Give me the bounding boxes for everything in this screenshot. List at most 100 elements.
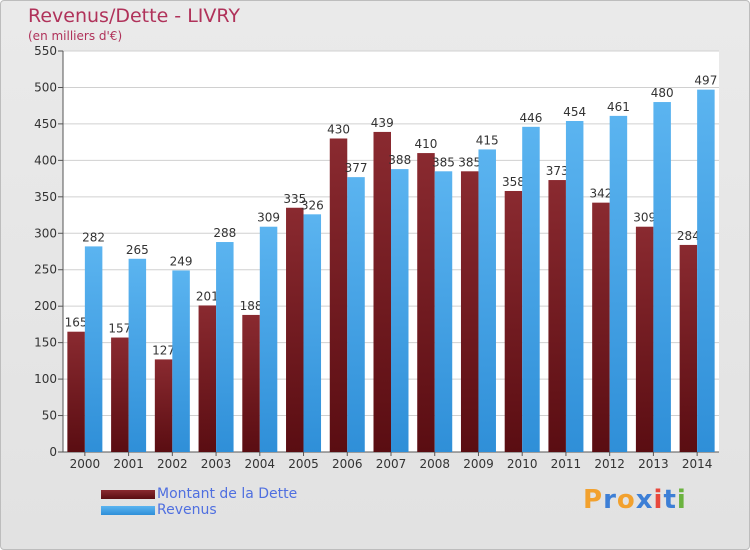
data-label-revenus: 282 bbox=[82, 230, 105, 244]
bar-revenus bbox=[653, 102, 671, 452]
bar-dette bbox=[286, 207, 304, 452]
bar-dette bbox=[154, 359, 173, 452]
y-tick-label: 200 bbox=[34, 299, 57, 313]
bar-dette bbox=[373, 131, 391, 453]
y-tick-label: 350 bbox=[34, 190, 57, 204]
x-tick-label: 2011 bbox=[551, 457, 582, 471]
data-label-dette: 309 bbox=[633, 211, 656, 225]
y-tick-label: 250 bbox=[34, 263, 57, 277]
x-tick-label: 2004 bbox=[245, 457, 276, 471]
logo-letter: P bbox=[583, 485, 604, 515]
bar-dette bbox=[67, 331, 85, 452]
y-tick-label: 150 bbox=[34, 336, 57, 350]
bar-revenus bbox=[391, 169, 409, 452]
x-tick-label: 2008 bbox=[419, 457, 450, 471]
data-label-revenus: 461 bbox=[607, 100, 630, 114]
y-tick-label: 300 bbox=[34, 226, 57, 240]
bar-revenus bbox=[216, 242, 234, 452]
bar-dette bbox=[504, 190, 523, 452]
data-label-revenus: 454 bbox=[563, 105, 586, 119]
legend-swatch-revenus bbox=[101, 506, 155, 515]
data-label-dette: 342 bbox=[589, 187, 612, 201]
data-label-revenus: 288 bbox=[213, 226, 236, 240]
bar-dette bbox=[111, 337, 129, 452]
data-label-dette: 439 bbox=[371, 116, 394, 130]
data-label-dette: 127 bbox=[152, 343, 175, 357]
x-tick-label: 2014 bbox=[682, 457, 713, 471]
bar-revenus bbox=[347, 177, 365, 452]
bar-dette bbox=[635, 226, 654, 452]
x-tick-label: 2001 bbox=[113, 457, 144, 471]
legend-label-dette: Montant de la Dette bbox=[157, 486, 298, 502]
logo-letter: i bbox=[653, 485, 664, 515]
x-tick-label: 2010 bbox=[507, 457, 538, 471]
data-label-revenus: 249 bbox=[170, 254, 193, 268]
logo-letter: t bbox=[663, 485, 677, 515]
bar-revenus bbox=[172, 270, 190, 452]
bar-dette bbox=[417, 153, 435, 452]
bar-revenus bbox=[303, 214, 322, 452]
bar-dette bbox=[242, 314, 260, 452]
bar-revenus bbox=[565, 120, 584, 452]
data-label-dette: 165 bbox=[65, 316, 88, 330]
legend-label-revenus: Revenus bbox=[157, 502, 217, 518]
data-label-revenus: 497 bbox=[694, 74, 717, 88]
x-tick-label: 2003 bbox=[201, 457, 232, 471]
y-tick-label: 500 bbox=[34, 80, 57, 94]
data-label-revenus: 326 bbox=[301, 198, 324, 212]
x-tick-label: 2002 bbox=[157, 457, 188, 471]
logo-letter: i bbox=[676, 485, 687, 515]
bar-revenus bbox=[259, 226, 278, 452]
bar-revenus bbox=[609, 115, 628, 452]
logo-letter: x bbox=[635, 485, 654, 515]
x-tick-label: 2007 bbox=[376, 457, 407, 471]
x-tick-label: 2006 bbox=[332, 457, 363, 471]
x-tick-label: 2012 bbox=[594, 457, 625, 471]
chart-subtitle: (en milliers d'€) bbox=[28, 29, 123, 43]
bar-revenus bbox=[84, 246, 103, 452]
bar-revenus bbox=[697, 89, 715, 452]
logo-letter: r bbox=[603, 485, 617, 515]
bar-dette bbox=[548, 180, 566, 453]
x-tick-label: 2005 bbox=[288, 457, 319, 471]
bar-revenus bbox=[128, 258, 147, 452]
data-label-dette: 373 bbox=[546, 164, 569, 178]
chart-title: Revenus/Dette - LIVRY bbox=[28, 5, 240, 27]
bar-revenus bbox=[478, 149, 496, 452]
data-label-revenus: 480 bbox=[651, 86, 674, 100]
y-tick-label: 400 bbox=[34, 153, 57, 167]
data-label-dette: 410 bbox=[415, 137, 438, 151]
data-label-revenus: 415 bbox=[476, 133, 499, 147]
x-tick-label: 2009 bbox=[463, 457, 494, 471]
y-tick-label: 100 bbox=[34, 372, 57, 386]
data-label-dette: 157 bbox=[108, 322, 131, 336]
y-tick-label: 550 bbox=[34, 44, 57, 58]
bar-dette bbox=[329, 138, 348, 452]
bar-dette bbox=[198, 305, 217, 452]
data-label-revenus: 265 bbox=[126, 243, 149, 257]
data-label-dette: 201 bbox=[196, 289, 219, 303]
y-tick-label: 0 bbox=[49, 445, 57, 459]
bar-revenus bbox=[522, 126, 540, 453]
data-label-dette: 358 bbox=[502, 175, 525, 189]
data-label-dette: 385 bbox=[458, 155, 481, 169]
bar-dette bbox=[679, 244, 698, 452]
bar-revenus bbox=[434, 171, 453, 453]
data-label-dette: 335 bbox=[283, 192, 306, 206]
y-tick-label: 450 bbox=[34, 117, 57, 131]
data-label-revenus: 388 bbox=[388, 153, 411, 167]
y-tick-label: 50 bbox=[42, 409, 57, 423]
x-tick-label: 2000 bbox=[70, 457, 101, 471]
data-label-dette: 284 bbox=[677, 229, 700, 243]
data-label-dette: 188 bbox=[240, 299, 263, 313]
logo-letter: o bbox=[616, 485, 636, 515]
x-tick-label: 2013 bbox=[638, 457, 669, 471]
data-label-revenus: 385 bbox=[432, 155, 455, 169]
data-label-revenus: 377 bbox=[345, 161, 368, 175]
data-label-revenus: 446 bbox=[519, 111, 542, 125]
proxiti-logo: Proxiti bbox=[583, 485, 687, 515]
bar-dette bbox=[460, 171, 479, 453]
bar-dette bbox=[592, 202, 610, 452]
